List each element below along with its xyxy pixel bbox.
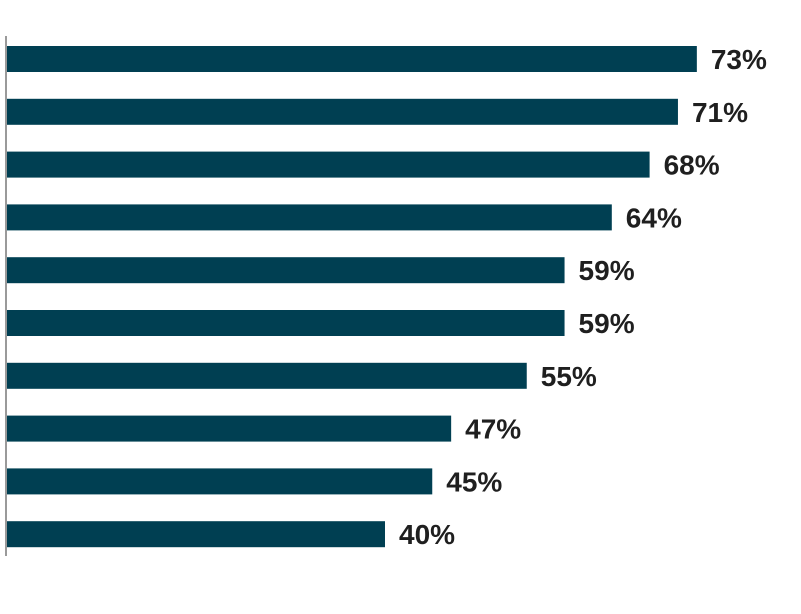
bar-value-label-10: 40% [399,519,455,550]
bar-value-label-5: 59% [579,255,635,286]
bars-group [7,46,697,548]
bar-5 [7,257,565,284]
bar-value-label-8: 47% [465,414,521,445]
bar-6 [7,310,565,336]
bar-7 [7,362,527,389]
bar-10 [7,521,385,548]
bar-8 [7,415,452,442]
bar-1 [7,46,697,72]
bar-3 [7,151,650,178]
bar-4 [7,204,612,231]
value-labels-group: 73% 71% 68% 64% 59% 59% 55% 47% 45% 40% [399,44,767,550]
bar-value-label-1: 73% [711,44,767,75]
bar-2 [7,98,678,125]
bar-value-label-2: 71% [692,97,748,128]
bar-value-label-9: 45% [446,466,502,497]
bar-value-label-4: 64% [626,202,682,233]
bar-value-label-7: 55% [541,361,597,392]
bar-9 [7,468,433,495]
bar-value-label-6: 59% [579,308,635,339]
bar-value-label-3: 68% [664,150,720,181]
